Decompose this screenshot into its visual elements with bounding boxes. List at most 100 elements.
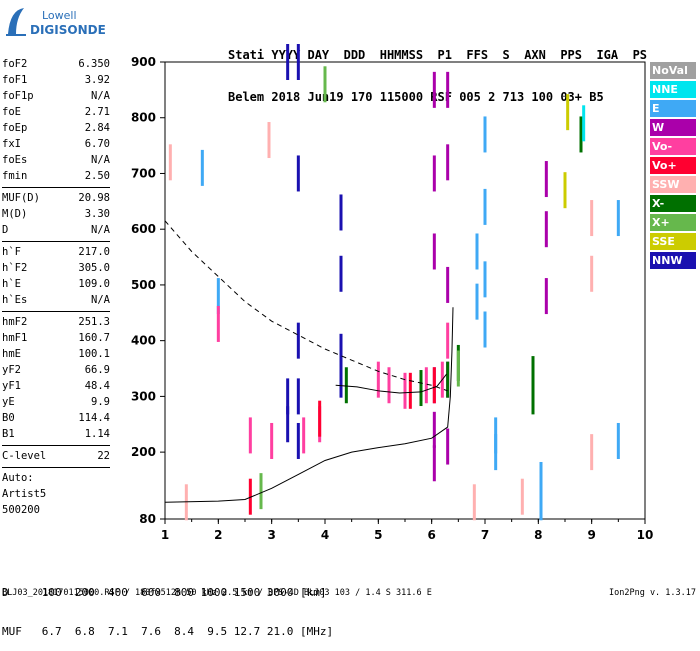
echo-mark: [318, 400, 322, 437]
muf-distance-row: D 100 200 400 600 800 1000 1500 3000 [km…: [2, 586, 327, 599]
y-tick-label: 300: [131, 389, 156, 403]
y-tick-label: 900: [131, 55, 156, 69]
param-ye: yE 9.9: [2, 394, 110, 410]
y-tick-label: 600: [131, 222, 156, 236]
echo-mark: [590, 200, 594, 237]
echo-mark: [339, 194, 343, 231]
param-divider: [2, 467, 110, 468]
echo-mark: [216, 305, 220, 342]
param-md: M(D) 3.30: [2, 206, 110, 222]
legend: NoVal NNE E W Vo- Vo+ SSW X- X+ SSE NNW: [650, 62, 696, 271]
param-value: N/A: [91, 224, 110, 236]
echo-mark: [248, 478, 252, 515]
y-tick-label: 800: [131, 111, 156, 125]
echo-mark: [483, 261, 487, 298]
echo-mark: [419, 370, 423, 407]
logo-line2: DIGISONDE: [30, 23, 106, 37]
param-name: yE: [2, 396, 15, 408]
echo-mark: [563, 172, 567, 209]
echo-mark: [590, 255, 594, 292]
station-header: Stati YYYY DAY DDD HHMMSS P1 FFS S AXN P…: [228, 20, 647, 118]
param-foep: foEp 2.84: [2, 120, 110, 136]
param-divider: [2, 187, 110, 188]
legend-noval: NoVal: [650, 62, 696, 79]
echo-mark: [286, 44, 290, 80]
param-foe: foE 2.71: [2, 104, 110, 120]
echo-mark: [339, 255, 343, 292]
param-value: 217.0: [78, 246, 110, 258]
param-value: 2.50: [84, 170, 110, 182]
echo-mark: [446, 71, 450, 108]
param-value: 160.7: [78, 332, 110, 344]
model-profile-line: [164, 220, 448, 392]
param-value: 9.9: [91, 396, 110, 408]
param-value: 1.14: [84, 428, 110, 440]
param-b0: B0 114.4: [2, 410, 110, 426]
plot-frame: [164, 61, 646, 520]
param-name: yF1: [2, 380, 21, 392]
legend-x: X+: [650, 214, 696, 231]
param-name: M(D): [2, 208, 28, 220]
y-tick-label: 700: [131, 166, 156, 180]
echo-mark: [302, 417, 306, 454]
echo-mark: [296, 378, 300, 415]
f2-trace: [335, 373, 447, 394]
autoscale-line: 500200: [2, 504, 40, 516]
autoscale-line: Artist5: [2, 488, 47, 500]
param-name: foE: [2, 106, 21, 118]
y-tick-label: 80: [139, 512, 156, 526]
param-fmin: fmin 2.50: [2, 168, 110, 184]
echo-mark: [494, 434, 498, 471]
param-value: 66.9: [84, 364, 110, 376]
echo-mark: [475, 233, 479, 270]
echo-mark: [531, 356, 535, 393]
param-value: 114.4: [78, 412, 110, 424]
ionogram-chart: 1 2 3 4 5 6 7 8 9 10 80 200 300 400 500 600 700 800 900: [131, 44, 653, 542]
legend-e: E: [650, 100, 696, 117]
param-name: h`E: [2, 278, 21, 290]
legend-vo: Vo+: [650, 157, 696, 174]
echo-mark: [446, 361, 450, 398]
echo-mark: [475, 283, 479, 320]
param-name: hmE: [2, 348, 21, 360]
legend-nnw: NNW: [650, 252, 696, 269]
param-value: 6.350: [78, 58, 110, 70]
param-fof2: foF2 6.350: [2, 56, 110, 72]
echo-mark: [267, 122, 271, 159]
param-name: foF1p: [2, 90, 34, 102]
param-value: 3.92: [84, 74, 110, 86]
echo-mark: [616, 422, 620, 459]
echo-mark: [432, 445, 436, 482]
echo-mark: [408, 372, 412, 409]
echo-mark: [403, 372, 407, 409]
legend-w: W: [650, 119, 696, 136]
param-divider: [2, 311, 110, 312]
param-he: h`E 109.0: [2, 276, 110, 292]
param-name: h`Es: [2, 294, 28, 306]
y-tick-label: 200: [131, 445, 156, 459]
echo-mark: [248, 417, 252, 454]
param-name: foEp: [2, 122, 28, 134]
echo-mark: [544, 211, 548, 248]
param-name: B1: [2, 428, 15, 440]
echo-mark: [259, 473, 263, 510]
param-name: C-level: [2, 450, 47, 462]
param-value: 109.0: [78, 278, 110, 290]
param-fof1p: foF1p N/A: [2, 88, 110, 104]
echo-mark: [590, 434, 594, 471]
param-name: yF2: [2, 364, 21, 376]
echo-mark: [432, 71, 436, 108]
param-name: h`F: [2, 246, 21, 258]
x-tick-label: 7: [481, 528, 489, 542]
param-yf2: yF2 66.9: [2, 362, 110, 378]
param-name: foEs: [2, 154, 28, 166]
param-value: 20.98: [78, 192, 110, 204]
echo-mark: [483, 311, 487, 348]
param-hme: hmE 100.1: [2, 346, 110, 362]
echo-mark: [446, 322, 450, 359]
x-tick-label: 8: [534, 528, 542, 542]
echo-mark: [296, 322, 300, 359]
param-hf2: h`F2 305.0: [2, 260, 110, 276]
param-divider: [2, 241, 110, 242]
legend-vo: Vo-: [650, 138, 696, 155]
